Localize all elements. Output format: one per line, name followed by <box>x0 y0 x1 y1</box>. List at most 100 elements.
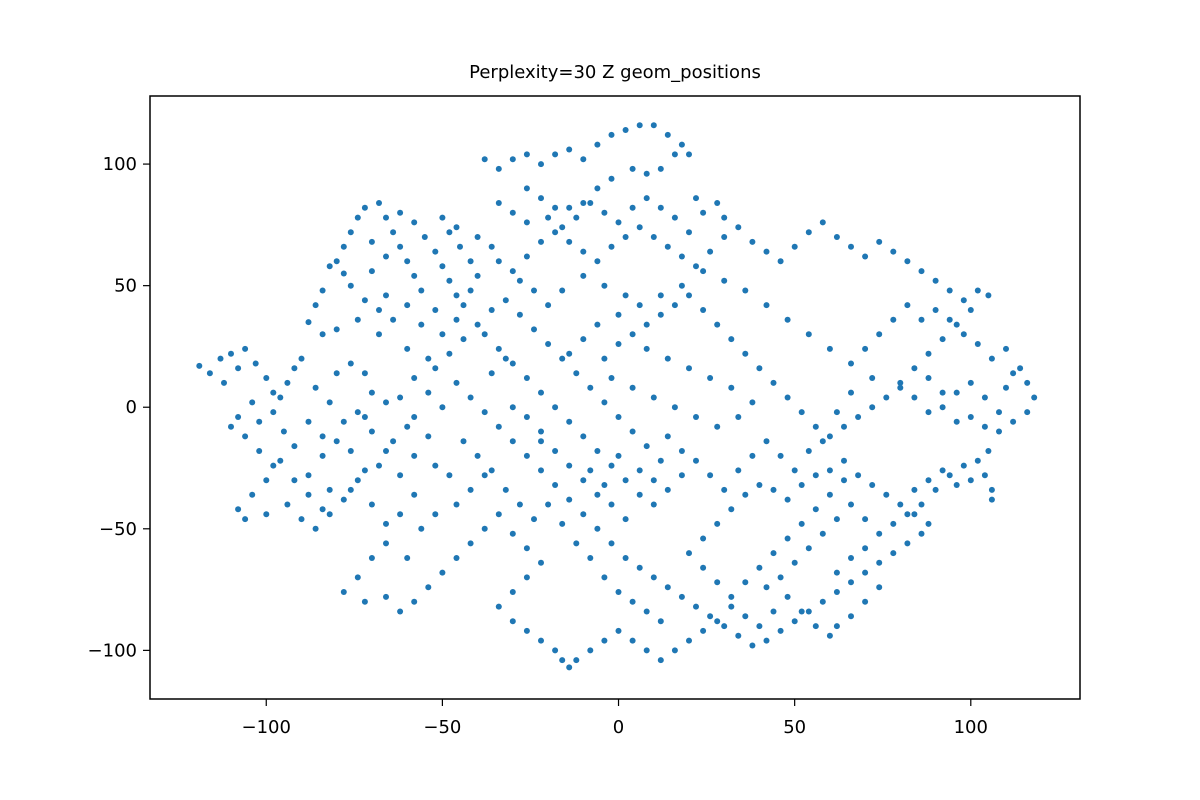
scatter-point <box>700 268 707 275</box>
scatter-point <box>228 350 234 357</box>
scatter-point <box>559 657 566 664</box>
scatter-point <box>777 627 784 634</box>
scatter-point <box>446 472 453 479</box>
scatter-point <box>457 243 463 250</box>
scatter-point <box>587 467 594 474</box>
scatter-point <box>826 467 833 474</box>
plot-frame <box>149 95 1081 700</box>
scatter-point <box>601 355 608 362</box>
scatter-point <box>601 574 608 581</box>
scatter-point <box>305 472 312 479</box>
chart-title: Perplexity=30 Z geom_positions <box>469 62 761 83</box>
scatter-point <box>361 598 368 605</box>
scatter-point <box>235 365 242 372</box>
scatter-point <box>361 204 368 211</box>
scatter-point <box>319 433 326 440</box>
scatter-point <box>953 482 960 488</box>
scatter-point <box>502 486 509 493</box>
scatter-point <box>686 292 692 299</box>
scatter-point <box>805 545 812 552</box>
scatter-point <box>784 394 791 401</box>
scatter-point <box>707 248 714 255</box>
scatter-point <box>545 214 552 221</box>
scatter-point <box>446 350 453 357</box>
scatter-point <box>742 350 749 357</box>
scatter-point <box>622 292 629 299</box>
scatter-point <box>573 540 580 547</box>
scatter-point <box>495 200 502 206</box>
scatter-point <box>509 618 516 625</box>
x-tick-label: 0 <box>613 717 624 738</box>
scatter-point <box>333 258 340 265</box>
scatter-point <box>594 185 601 192</box>
scatter-point <box>707 613 714 620</box>
scatter-point <box>453 316 460 323</box>
scatter-point <box>897 379 904 386</box>
scatter-point <box>566 350 573 357</box>
scatter-point <box>361 297 368 304</box>
scatter-point <box>467 258 474 265</box>
scatter-point <box>812 623 819 630</box>
scatter-point <box>390 229 397 236</box>
scatter-point <box>629 204 636 211</box>
scatter-point <box>721 234 728 240</box>
scatter-point <box>664 486 671 493</box>
scatter-point <box>538 195 544 202</box>
scatter-point <box>523 375 530 381</box>
scatter-point <box>368 238 375 245</box>
scatter-point <box>270 389 277 396</box>
scatter-point <box>826 491 833 498</box>
scatter-point <box>946 316 953 323</box>
scatter-point <box>277 394 284 401</box>
scatter-point <box>848 579 854 586</box>
scatter-point <box>411 272 418 279</box>
scatter-point <box>671 404 678 411</box>
scatter-point <box>432 365 439 372</box>
scatter-point <box>608 131 615 138</box>
scatter-point <box>552 647 559 654</box>
scatter-point <box>566 204 573 211</box>
scatter-point <box>819 598 826 605</box>
scatter-point <box>608 462 615 469</box>
scatter-point <box>217 355 224 362</box>
scatter-point <box>538 438 544 445</box>
scatter-point <box>911 511 918 518</box>
scatter-point <box>383 540 389 547</box>
scatter-point <box>714 579 721 586</box>
x-tick-label: 100 <box>954 717 988 738</box>
scatter-point <box>368 555 375 561</box>
scatter-point <box>869 404 876 411</box>
scatter-point <box>552 404 559 411</box>
scatter-point <box>340 243 347 250</box>
scatter-point <box>756 365 763 372</box>
scatter-point <box>280 428 287 435</box>
scatter-point <box>833 589 840 595</box>
scatter-point <box>622 516 629 523</box>
scatter-point <box>988 355 995 362</box>
scatter-point <box>657 618 664 625</box>
scatter-point <box>629 384 636 391</box>
scatter-point <box>411 219 418 226</box>
scatter-point <box>721 486 728 493</box>
scatter-point <box>474 234 481 240</box>
scatter-point <box>488 307 495 313</box>
scatter-point <box>397 209 404 216</box>
scatter-point <box>502 297 509 304</box>
scatter-point <box>869 375 876 381</box>
scatter-point <box>559 520 566 527</box>
scatter-point <box>432 307 439 313</box>
scatter-point <box>876 530 883 537</box>
scatter-point <box>1010 418 1017 425</box>
scatter-point <box>383 253 389 260</box>
scatter-point <box>791 559 798 566</box>
scatter-point <box>629 637 636 644</box>
scatter-point <box>545 341 552 347</box>
scatter-point <box>636 122 643 129</box>
scatter-point <box>411 375 418 381</box>
scatter-point <box>742 287 749 294</box>
scatter-point <box>390 438 397 445</box>
scatter-point <box>538 161 544 168</box>
scatter-point <box>848 360 854 367</box>
scatter-point <box>714 520 721 527</box>
scatter-point <box>918 268 925 275</box>
